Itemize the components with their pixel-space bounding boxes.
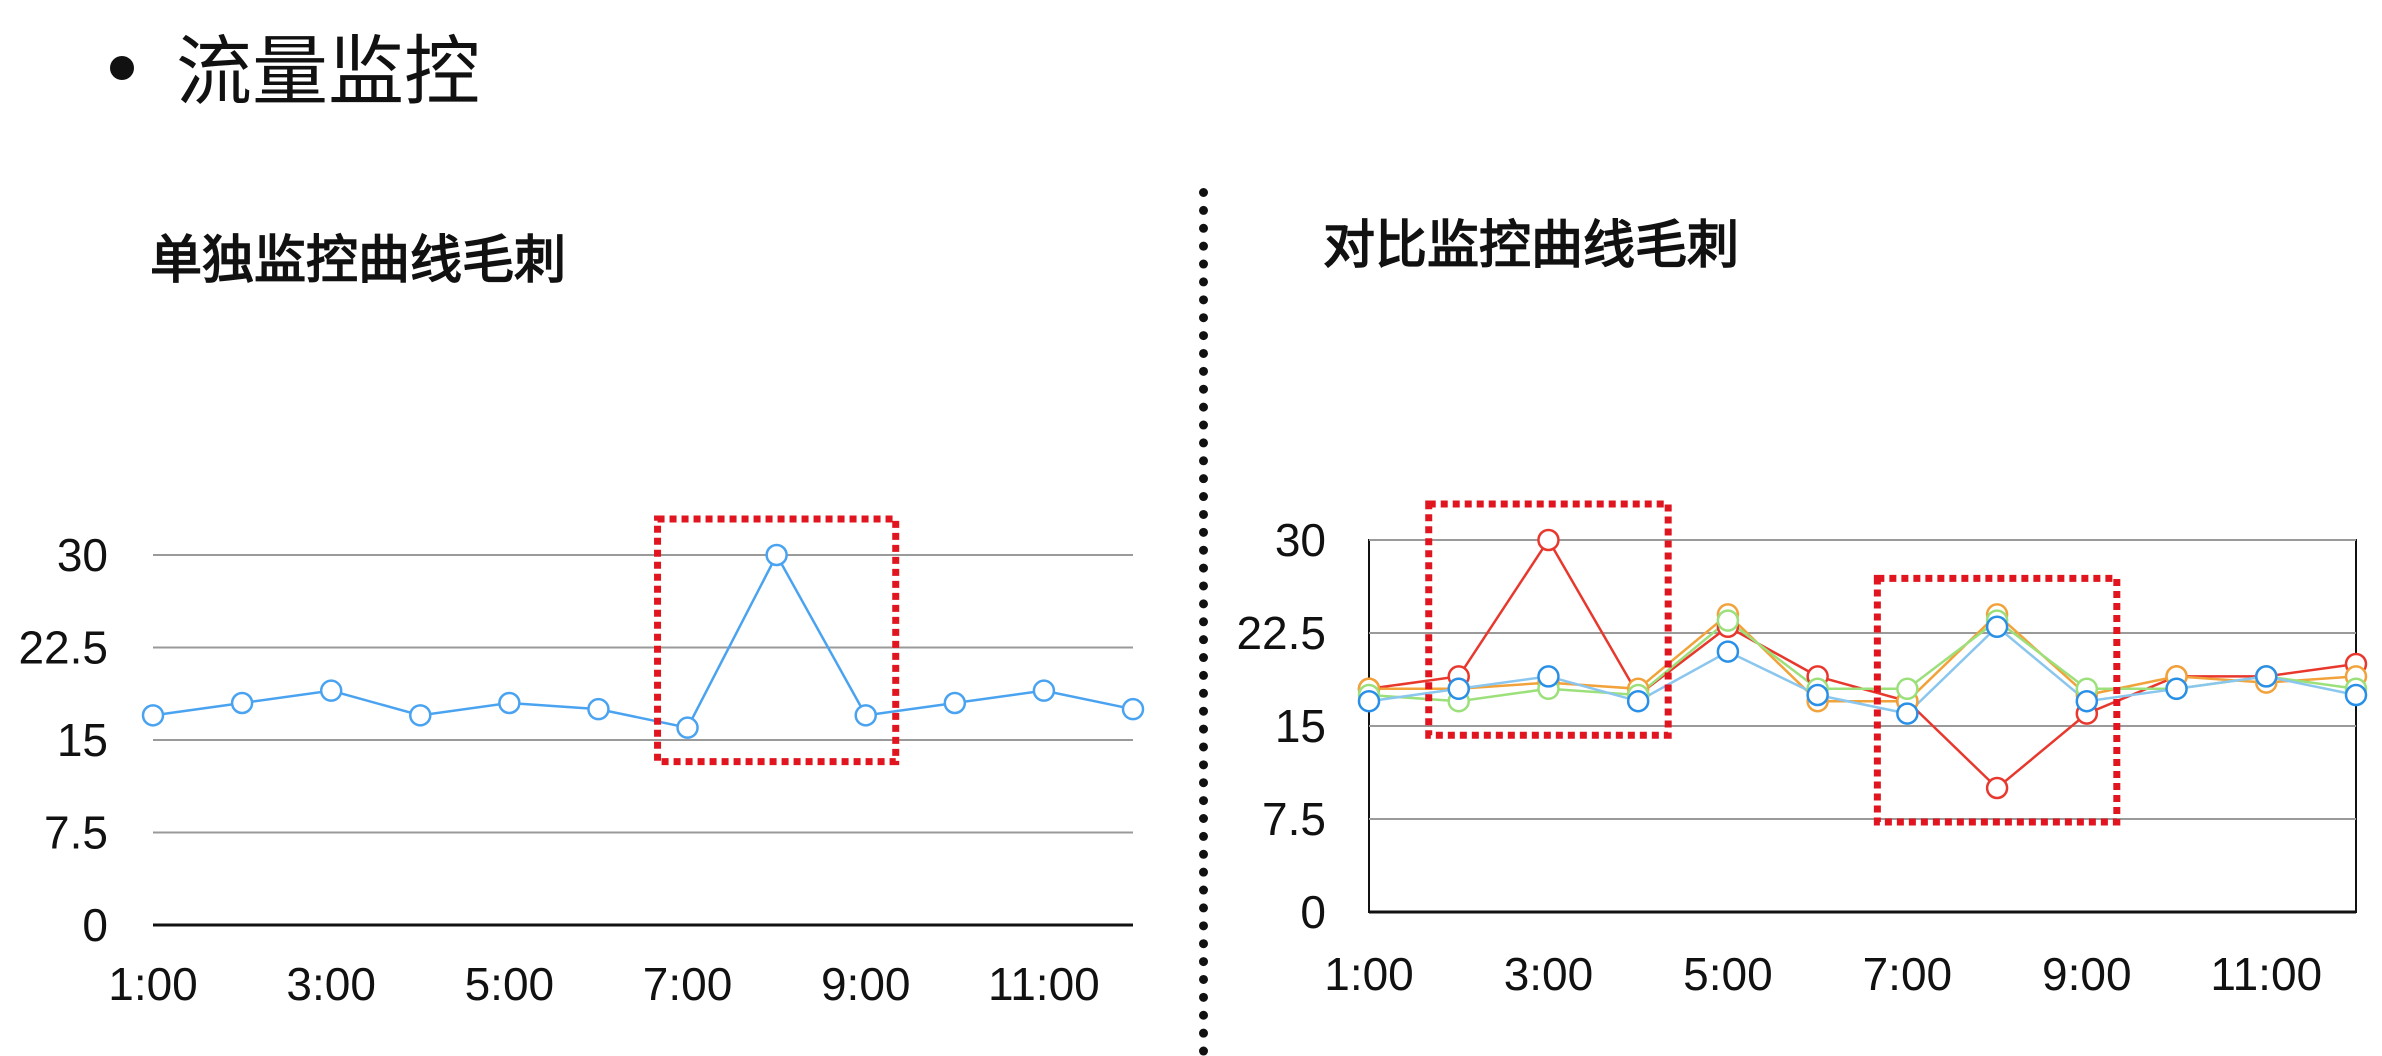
right-y-tick-label: 7.5 — [1262, 793, 1326, 845]
right-data-point — [1716, 640, 1740, 663]
right-data-point — [1447, 677, 1470, 701]
left-data-point — [1121, 697, 1145, 721]
right-highlight-box-1 — [1873, 574, 2121, 826]
right-x-tick-label: 5:00 — [1683, 948, 1773, 1000]
left-x-tick-label: 5:00 — [465, 958, 555, 1010]
right-data-point — [1896, 677, 1919, 701]
right-x-tick-label: 11:00 — [2210, 948, 2322, 1000]
left-data-point — [141, 704, 165, 727]
left-x-tick-label: 1:00 — [108, 958, 198, 1010]
left-data-point — [587, 697, 610, 721]
left-data-point — [765, 543, 788, 567]
left-x-tick-label: 9:00 — [821, 958, 911, 1010]
left-data-point — [409, 704, 432, 727]
right-data-point — [1896, 702, 1919, 725]
page-heading: 流量监控 — [110, 10, 480, 120]
left-data-point — [1032, 679, 1056, 702]
right-data-point — [1357, 689, 1381, 713]
right-highlight-box-0 — [1425, 500, 1672, 739]
right-data-point — [1985, 776, 2009, 800]
bullet-icon — [110, 56, 134, 80]
right-series-line-0 — [1368, 537, 2357, 790]
right-y-tick-label: 22.5 — [1236, 607, 1326, 659]
left-y-tick-label: 22.5 — [18, 622, 108, 674]
right-data-point — [1626, 689, 1650, 713]
left-data-point — [230, 691, 254, 715]
left-y-tick-label: 15 — [57, 714, 108, 766]
left-data-point — [319, 679, 343, 702]
right-data-point — [1985, 615, 2009, 639]
right-chart-title: 对比监控曲线毛刺 — [1323, 216, 1740, 276]
right-series-line-1 — [1369, 612, 2357, 703]
left-data-point — [676, 716, 699, 739]
left-series-line-0 — [152, 552, 1134, 730]
left-x-tick-label: 11:00 — [988, 958, 1100, 1010]
right-series-line-3 — [1368, 625, 2357, 715]
right-x-tick-label: 7:00 — [1863, 948, 1953, 1000]
right-y-tick-label: 0 — [1300, 886, 1326, 938]
right-data-point — [1537, 528, 1560, 552]
heading-text: 流量监控 — [176, 27, 480, 116]
right-data-point — [1716, 609, 1740, 632]
left-chart-title: 单独监控曲线毛刺 — [150, 231, 567, 291]
right-data-point — [2255, 665, 2278, 688]
right-y-tick-label: 30 — [1275, 514, 1326, 566]
left-data-point — [498, 691, 521, 715]
left-data-point — [854, 704, 877, 727]
left-y-tick-label: 0 — [82, 899, 108, 951]
left-y-tick-label: 7.5 — [44, 807, 108, 859]
left-y-tick-label: 30 — [57, 529, 108, 581]
right-x-tick-label: 9:00 — [2042, 948, 2132, 1000]
left-x-tick-label: 3:00 — [286, 958, 376, 1010]
right-x-tick-label: 1:00 — [1324, 948, 1414, 1000]
left-data-point — [943, 691, 967, 715]
right-data-point — [1537, 665, 1560, 688]
right-data-point — [2075, 689, 2099, 713]
right-y-tick-label: 15 — [1275, 700, 1326, 752]
right-data-point — [2344, 683, 2368, 707]
dotted-divider — [1199, 188, 1208, 1056]
right-x-tick-label: 3:00 — [1504, 948, 1594, 1000]
right-data-point — [2165, 677, 2188, 701]
right-data-point — [1806, 683, 1829, 707]
left-highlight-box-0 — [654, 515, 900, 766]
left-x-tick-label: 7:00 — [643, 958, 733, 1010]
